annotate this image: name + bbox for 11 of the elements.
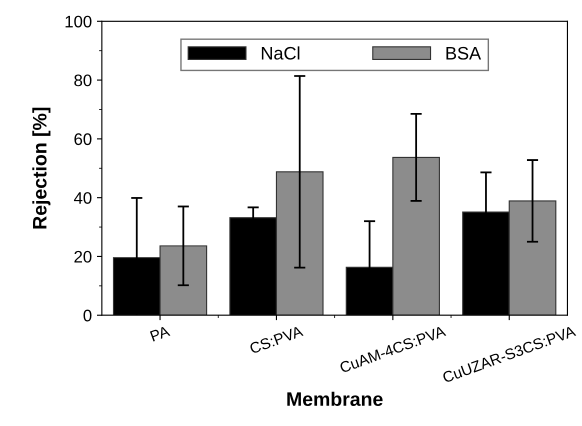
y-tick-label: 100 (66, 16, 92, 28)
y-tick-label: 60 (74, 133, 92, 146)
y-tick-label: 0 (84, 310, 92, 322)
legend-label: BSA (446, 46, 482, 60)
y-tick-label: 80 (74, 74, 92, 86)
y-tick-label: 40 (74, 192, 92, 204)
legend-label: NaCl (262, 46, 300, 60)
y-tick-label: 20 (74, 250, 92, 263)
x-axis-title: Membrane (287, 392, 383, 406)
x-tick-label: PA (150, 326, 170, 342)
y-axis-title: Rejection [%] (32, 108, 50, 229)
